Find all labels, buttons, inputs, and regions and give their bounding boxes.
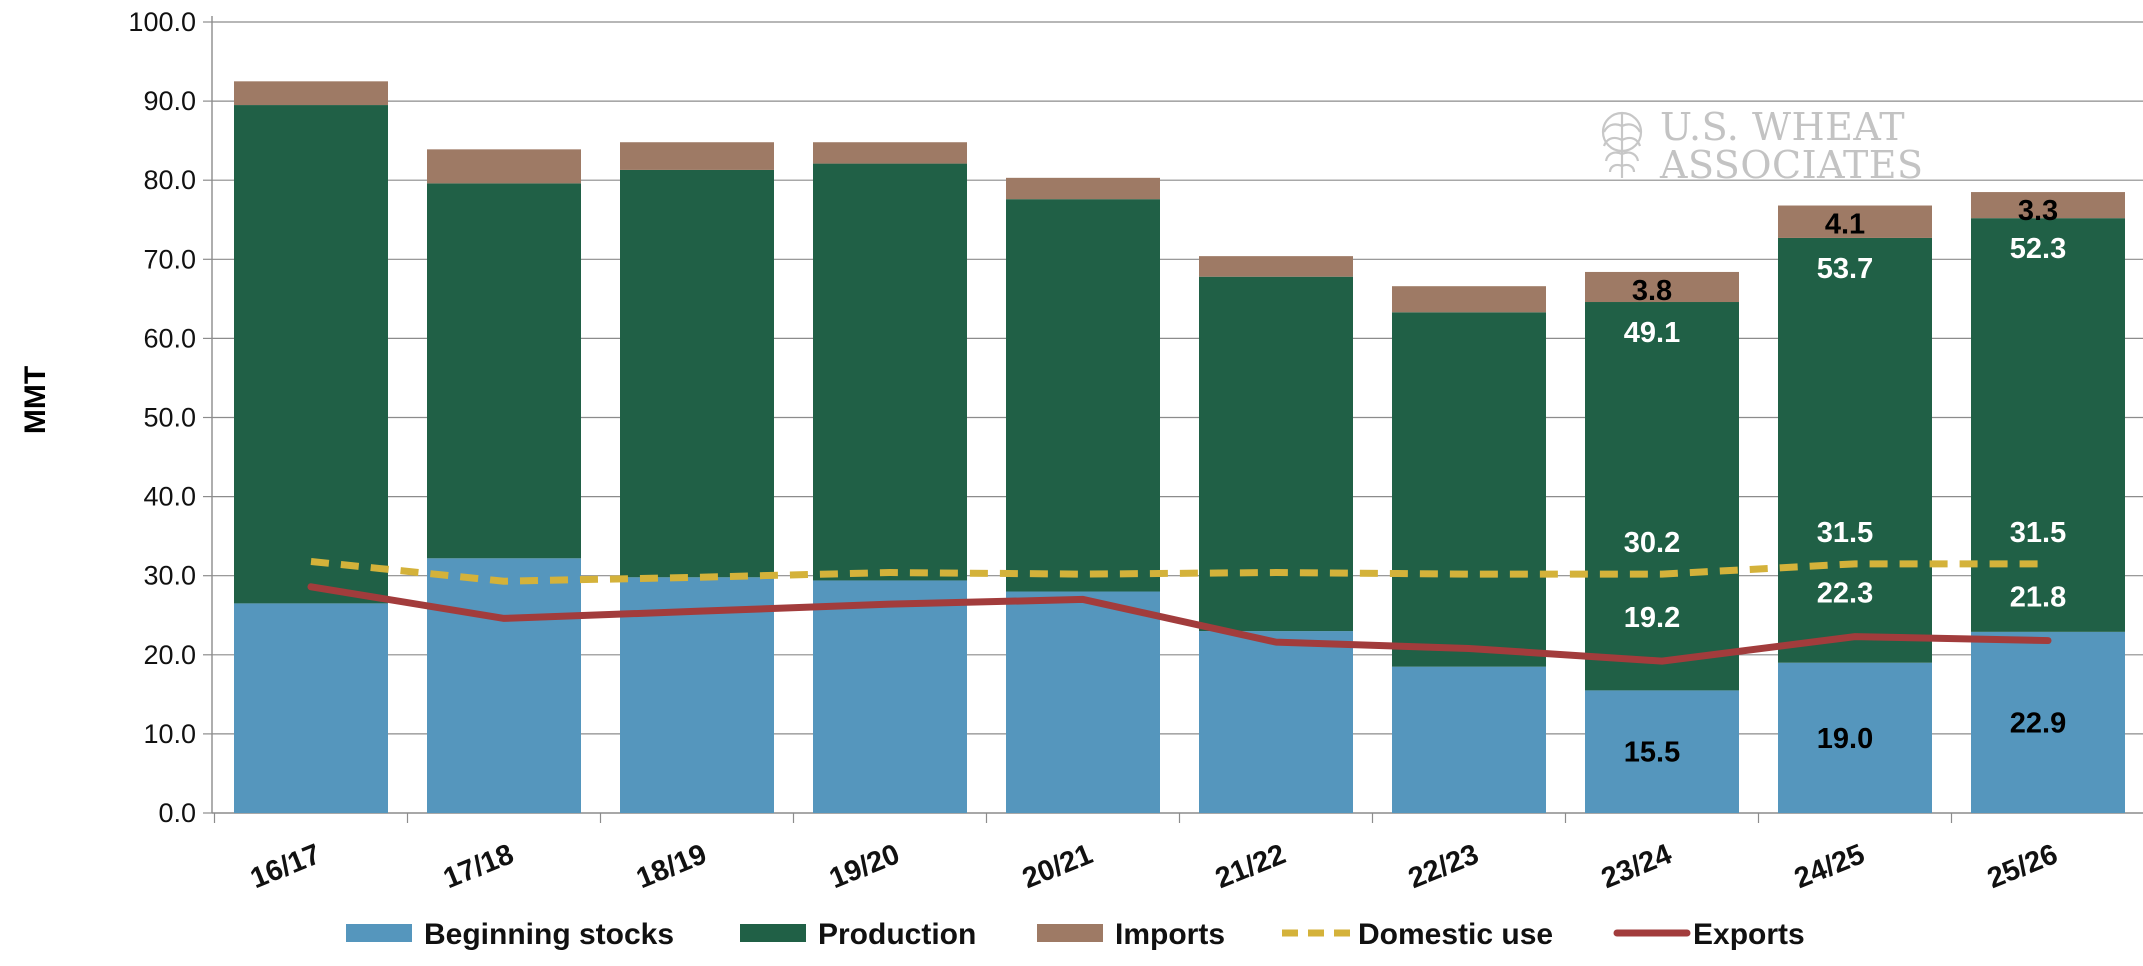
bar-production bbox=[427, 183, 581, 559]
x-tick-label: 22/23 bbox=[1404, 838, 1483, 895]
bar-imports bbox=[1971, 192, 2125, 219]
bar-production bbox=[1006, 199, 1160, 592]
data-labels: 15.5 19.0 22.9 49.1 53.7 52.3 3.8 4.1 3.3 30.2 31.… bbox=[1624, 195, 2066, 769]
y-axis-title: MMT bbox=[6, 300, 66, 500]
bar-imports bbox=[1006, 177, 1160, 200]
bar-production bbox=[813, 163, 967, 581]
x-tick-labels: 16/17 17/18 18/19 19/20 20/21 21/22 22/23 23/24… bbox=[246, 838, 2062, 895]
x-tick-label: 21/22 bbox=[1211, 838, 1290, 895]
data-label: 15.5 bbox=[1624, 737, 1680, 769]
line-exports bbox=[307, 583, 2052, 665]
bar-production bbox=[1778, 237, 1932, 663]
bar-imports bbox=[1585, 271, 1739, 303]
data-label: 31.5 bbox=[1817, 517, 1873, 549]
bar-imports bbox=[1199, 256, 1353, 277]
legend-swatch bbox=[740, 924, 806, 942]
y-tick-label: 90.0 bbox=[143, 86, 196, 116]
bar-production bbox=[620, 169, 774, 578]
x-tick-label: 16/17 bbox=[246, 838, 325, 895]
lines bbox=[307, 557, 2052, 665]
y-axis-title-text: MMT bbox=[19, 365, 52, 435]
watermark-line-2: ASSOCIATES bbox=[1660, 143, 1924, 187]
bar-imports bbox=[1392, 286, 1546, 313]
data-label: 53.7 bbox=[1817, 253, 1873, 285]
x-tick-label: 25/26 bbox=[1983, 838, 2062, 895]
data-label: 3.8 bbox=[1632, 275, 1672, 307]
y-tick-label: 20.0 bbox=[143, 640, 196, 670]
data-label: 19.0 bbox=[1817, 723, 1873, 755]
legend-label: Exports bbox=[1693, 918, 1805, 951]
y-tick-label: 50.0 bbox=[143, 403, 196, 433]
bar-beginning-stocks bbox=[1585, 690, 1739, 813]
bar-beginning-stocks bbox=[1392, 666, 1546, 813]
legend-swatch bbox=[1037, 924, 1103, 942]
bar-production bbox=[1199, 276, 1353, 632]
x-tick-label: 23/24 bbox=[1597, 838, 1676, 895]
watermark-line-1: U.S. WHEAT bbox=[1660, 105, 1906, 149]
y-tick-label: 60.0 bbox=[143, 323, 196, 353]
bar-imports bbox=[427, 149, 581, 184]
legend-swatch bbox=[346, 924, 412, 942]
y-tick-label: 0.0 bbox=[158, 798, 196, 828]
bar-imports bbox=[234, 81, 388, 106]
bar-beginning-stocks bbox=[427, 558, 581, 813]
x-tick-label: 20/21 bbox=[1018, 838, 1097, 895]
data-label: 3.3 bbox=[2018, 195, 2058, 227]
data-label: 49.1 bbox=[1624, 317, 1680, 349]
data-label: 4.1 bbox=[1825, 209, 1865, 241]
bar-beginning-stocks bbox=[1199, 631, 1353, 813]
bar-production bbox=[1392, 312, 1546, 667]
legend-label: Production bbox=[818, 918, 976, 951]
data-label: 30.2 bbox=[1624, 527, 1680, 559]
data-label: 52.3 bbox=[2010, 233, 2066, 265]
data-label: 31.5 bbox=[2010, 517, 2066, 549]
legend: Beginning stocks Production Imports Domesti… bbox=[346, 918, 1805, 951]
x-tick-label: 18/19 bbox=[632, 838, 711, 895]
data-label: 19.2 bbox=[1624, 602, 1680, 634]
y-tick-label: 40.0 bbox=[143, 482, 196, 512]
watermark-logo: U.S. WHEAT ASSOCIATES bbox=[1598, 108, 1923, 184]
bar-imports bbox=[1778, 205, 1932, 238]
bar-beginning-stocks bbox=[1778, 662, 1932, 813]
data-label: 22.9 bbox=[2010, 707, 2066, 739]
data-label: 21.8 bbox=[2010, 582, 2066, 614]
x-tick-label: 17/18 bbox=[439, 838, 518, 895]
legend-label: Beginning stocks bbox=[424, 918, 674, 951]
legend-label: Domestic use bbox=[1358, 918, 1553, 951]
bar-production bbox=[234, 105, 388, 604]
y-tick-label: 100.0 bbox=[128, 7, 196, 37]
line-domestic-use bbox=[310, 557, 2048, 585]
x-tick-label: 19/20 bbox=[825, 838, 904, 895]
legend-label: Imports bbox=[1115, 918, 1225, 951]
y-tick-label: 30.0 bbox=[143, 561, 196, 591]
bar-imports bbox=[813, 142, 967, 164]
bar-imports bbox=[620, 142, 774, 170]
x-tick-label: 24/25 bbox=[1790, 838, 1869, 895]
y-tick-label: 80.0 bbox=[143, 165, 196, 195]
bar-beginning-stocks bbox=[1971, 631, 2125, 813]
y-tick-label: 70.0 bbox=[143, 244, 196, 274]
bar-production bbox=[1971, 218, 2125, 632]
bars bbox=[234, 81, 2125, 813]
wheat-globe-icon bbox=[1601, 111, 1643, 178]
bar-beginning-stocks bbox=[1006, 591, 1160, 813]
y-tick-label: 10.0 bbox=[143, 719, 196, 749]
data-label: 22.3 bbox=[1817, 578, 1873, 610]
bar-beginning-stocks bbox=[813, 580, 967, 813]
bar-production bbox=[1585, 302, 1739, 691]
bar-beginning-stocks bbox=[234, 603, 388, 813]
